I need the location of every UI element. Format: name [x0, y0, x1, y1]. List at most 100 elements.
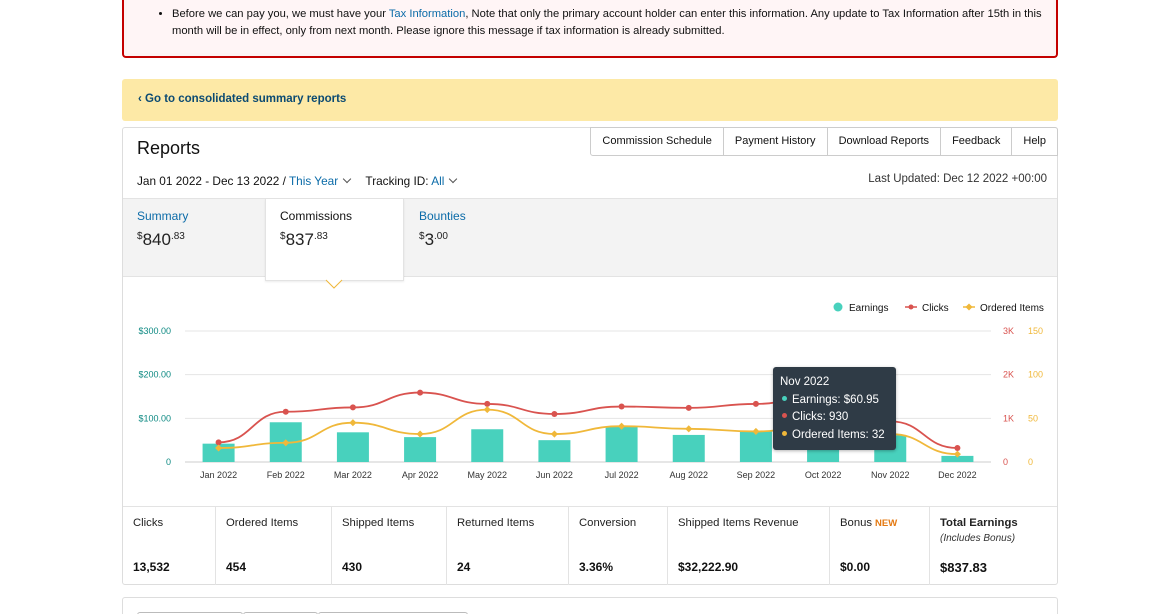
ordered-items-point — [550, 430, 558, 438]
tile-label: Commissions — [280, 209, 353, 223]
earnings-bar — [471, 429, 504, 462]
earnings-bar — [941, 455, 974, 462]
left-axis-tick: $100.00 — [138, 413, 171, 423]
page-title: Reports — [137, 138, 201, 158]
legend-label: Ordered Items — [980, 303, 1044, 314]
clicks-point — [685, 404, 692, 411]
ordered-items-point — [215, 444, 223, 452]
ordered-items-point — [349, 419, 357, 427]
chevron-down-icon[interactable] — [449, 174, 458, 184]
reports-card: Reports Commission Schedule Payment Hist… — [122, 127, 1058, 585]
x-axis-tick: Apr 2022 — [402, 470, 439, 480]
left-axis-tick: $200.00 — [138, 370, 171, 380]
x-axis-tick: Feb 2022 — [267, 470, 305, 480]
payment-history-button[interactable]: Payment History — [722, 128, 827, 155]
stat-returned-items: Returned Items 24 — [446, 507, 568, 585]
left-axis-tick: $300.00 — [138, 326, 171, 336]
consolidated-summary-link[interactable]: ‹ Go to consolidated summary reports — [138, 93, 347, 105]
legend-earnings-icon — [833, 302, 843, 312]
chart-tooltip: Nov 2022 Earnings: $60.95 Clicks: 930 Or… — [773, 367, 896, 450]
earnings-bar — [672, 434, 705, 462]
x-axis-tick: Dec 2022 — [938, 470, 977, 480]
tooltip-earnings: Earnings: $60.95 — [780, 392, 896, 410]
ordered-items-point — [416, 430, 424, 438]
help-button[interactable]: Help — [1011, 128, 1057, 155]
stat-conversion: Conversion 3.36% — [568, 507, 667, 585]
tile-bounties[interactable]: Bounties $3.00 — [405, 199, 545, 277]
stat-shipped-revenue: Shipped Items Revenue $32,222.90 — [667, 507, 829, 585]
tracking-label: Tracking ID: — [365, 174, 432, 188]
tile-value: $840.83 — [137, 230, 185, 249]
ordered-items-point — [953, 450, 961, 458]
tile-commissions[interactable]: Commissions $837.83 — [265, 199, 404, 281]
right-axis-clicks-tick: 0 — [1003, 457, 1008, 467]
tracking-id-selector[interactable]: All — [431, 174, 445, 188]
clicks-point — [349, 404, 356, 411]
chevron-down-icon[interactable] — [342, 174, 352, 184]
ordered-items-point — [282, 439, 290, 447]
section-tab[interactable] — [318, 612, 468, 614]
earnings-bar — [605, 426, 638, 462]
clicks-point — [954, 445, 961, 452]
date-filter-row: Jan 01 2022 - Dec 13 2022 / This Year Tr… — [137, 174, 464, 188]
feedback-button[interactable]: Feedback — [940, 128, 1011, 155]
ordered-items-point — [685, 425, 693, 433]
earnings-bar — [336, 432, 369, 462]
section-tab[interactable] — [137, 612, 243, 614]
x-axis-tick: Jan 2022 — [200, 470, 237, 480]
new-badge: NEW — [875, 518, 898, 529]
right-axis-clicks-tick: 3K — [1003, 326, 1014, 336]
clicks-point — [484, 400, 491, 407]
stat-ordered-items: Ordered Items 454 — [215, 507, 331, 585]
x-axis-tick: May 2022 — [467, 470, 507, 480]
stats-bar: Clicks 13,532 Ordered Items 454 Shipped It… — [123, 506, 1057, 585]
x-axis-tick: Mar 2022 — [334, 470, 372, 480]
right-axis-ordered-tick: 100 — [1028, 370, 1043, 380]
legend-label: Earnings — [849, 303, 888, 314]
x-axis-tick: Sep 2022 — [737, 470, 776, 480]
tooltip-ordered: Ordered Items: 32 — [780, 427, 896, 445]
left-axis-tick: 0 — [166, 457, 171, 467]
right-axis-clicks-tick: 1K — [1003, 413, 1014, 423]
legend-label: Clicks — [922, 303, 949, 314]
x-axis-tick: Oct 2022 — [805, 470, 842, 480]
clicks-dot-icon — [782, 413, 787, 418]
ordered-items-point — [752, 427, 760, 435]
tile-label: Bounties — [419, 209, 466, 223]
section-tab[interactable] — [243, 612, 318, 614]
right-axis-ordered-tick: 0 — [1028, 457, 1033, 467]
right-axis-clicks-tick: 2K — [1003, 370, 1014, 380]
clicks-point — [417, 389, 424, 396]
stat-clicks: Clicks 13,532 — [133, 517, 170, 574]
clicks-point — [618, 403, 625, 410]
download-reports-button[interactable]: Download Reports — [826, 128, 941, 155]
commission-schedule-button[interactable]: Commission Schedule — [602, 135, 712, 147]
x-axis-tick: Nov 2022 — [871, 470, 910, 480]
x-axis-tick: Jul 2022 — [605, 470, 639, 480]
legend-ordered-icon — [965, 303, 973, 311]
period-selector[interactable]: This Year — [288, 174, 339, 188]
date-range: Jan 01 2022 - Dec 13 2022 / — [137, 174, 289, 188]
stat-shipped-items: Shipped Items 430 — [331, 507, 446, 585]
tile-summary[interactable]: Summary $840.83 — [123, 199, 265, 277]
clicks-point — [752, 400, 759, 407]
earnings-chart: 0 0 0 $100.00 1K 50 $200.00 2K 100 $300.00 3K 150 Ja… — [138, 302, 1044, 480]
earnings-bar — [538, 440, 571, 462]
right-axis-ordered-tick: 150 — [1028, 326, 1043, 336]
x-axis-tick: Jun 2022 — [536, 470, 573, 480]
ordered-items-point — [483, 406, 491, 414]
right-axis-ordered-tick: 50 — [1028, 413, 1038, 423]
tooltip-clicks: Clicks: 930 — [780, 409, 896, 427]
clicks-point — [282, 408, 289, 415]
legend-clicks-icon — [908, 304, 914, 310]
earnings-bar — [739, 430, 772, 462]
earnings-dot-icon — [782, 395, 787, 401]
summary-tiles: Summary $840.83 Commissions $837.83 Boun… — [123, 198, 1057, 281]
tax-information-link[interactable]: Tax Information — [388, 8, 466, 20]
tooltip-title: Nov 2022 — [780, 376, 830, 388]
earnings-bar — [404, 437, 437, 462]
alert-message: Before we can pay you, we must have your… — [172, 6, 1042, 40]
tile-label: Summary — [137, 209, 189, 223]
tile-pointer-icon — [325, 279, 343, 289]
clicks-point — [551, 410, 558, 417]
